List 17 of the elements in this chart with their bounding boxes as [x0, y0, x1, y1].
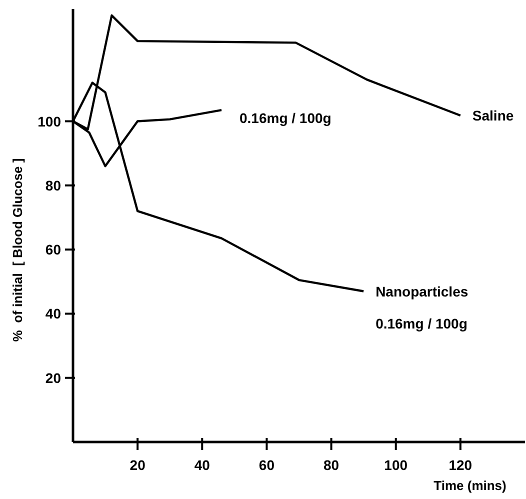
x-tick-label: 40 [194, 457, 210, 473]
x-tick-label: 20 [130, 457, 146, 473]
y-tick-label: 40 [45, 306, 62, 322]
series-label: Nanoparticles [376, 283, 468, 300]
series-label: Saline [472, 107, 514, 124]
x-tick-label: 100 [384, 457, 408, 473]
x-tick-label: 80 [323, 457, 340, 473]
y-tick-label: 60 [45, 242, 62, 258]
annotation: 0.16mg / 100g [376, 315, 468, 332]
y-axis-title: % of initial [ Blood Glucose ] [10, 158, 25, 342]
x-tick-label: 60 [258, 457, 275, 473]
y-tick-label: 20 [45, 370, 62, 386]
x-tick-label: 120 [448, 457, 472, 473]
y-tick-label: 100 [38, 113, 62, 130]
annotation: 0.16mg / 100g [240, 110, 332, 126]
y-tick-label: 80 [45, 177, 62, 194]
x-axis-title: Time (mins) [434, 478, 506, 493]
